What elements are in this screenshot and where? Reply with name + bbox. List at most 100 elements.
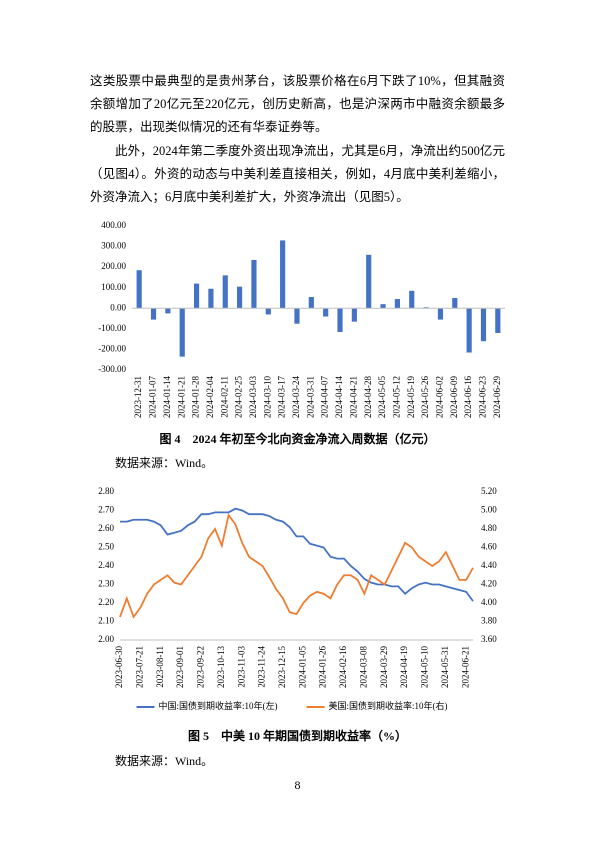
bar bbox=[366, 254, 372, 309]
bar bbox=[237, 286, 243, 309]
x-tick-label: 2024-06-21 bbox=[460, 646, 470, 688]
x-tick-label: 2024-01-05 bbox=[297, 646, 307, 688]
y-tick-label: 2.20 bbox=[98, 597, 114, 607]
y-tick-label: 2.40 bbox=[98, 560, 114, 570]
x-tick-label: 2024-02-11 bbox=[219, 376, 229, 418]
y2-tick-label: 3.60 bbox=[481, 634, 497, 644]
y2-tick-label: 3.80 bbox=[481, 616, 497, 626]
y-tick-label: -200.00 bbox=[98, 343, 126, 353]
bar bbox=[136, 270, 142, 309]
y2-tick-label: 5.00 bbox=[481, 505, 497, 515]
y2-tick-label: 4.80 bbox=[481, 523, 497, 533]
x-tick-label: 2024-01-21 bbox=[176, 376, 186, 418]
bar bbox=[208, 288, 214, 309]
x-tick-label: 2023-11-03 bbox=[236, 646, 246, 688]
bar bbox=[452, 298, 458, 309]
x-tick-label: 2024-05-05 bbox=[377, 376, 387, 418]
bar bbox=[280, 240, 286, 309]
bar bbox=[423, 307, 429, 309]
y2-tick-label: 4.00 bbox=[481, 597, 497, 607]
x-tick-label: 2024-05-12 bbox=[391, 376, 401, 418]
legend-label: 美国:国债到期收益率:10年(右) bbox=[329, 700, 448, 711]
y-tick-label: -100.00 bbox=[98, 323, 126, 333]
bar bbox=[193, 283, 200, 309]
y-tick-label: 2.50 bbox=[98, 542, 114, 552]
bar bbox=[437, 308, 444, 320]
x-tick-label: 2024-03-31 bbox=[305, 376, 315, 418]
x-tick-label: 2024-06-23 bbox=[478, 376, 488, 418]
y2-tick-label: 4.60 bbox=[481, 542, 497, 552]
x-tick-label: 2024-03-17 bbox=[277, 376, 287, 418]
x-tick-label: 2024-01-14 bbox=[162, 376, 172, 418]
x-tick-label: 2024-05-10 bbox=[420, 646, 430, 688]
bar bbox=[466, 308, 472, 353]
y2-tick-label: 4.40 bbox=[481, 560, 497, 570]
x-tick-label: 2023-07-21 bbox=[134, 646, 144, 688]
bar bbox=[222, 275, 228, 309]
y-tick-label: -300.00 bbox=[98, 364, 126, 374]
x-tick-label: 2024-01-07 bbox=[148, 376, 158, 418]
x-tick-label: 2024-04-14 bbox=[334, 376, 344, 418]
y-tick-label: 300.00 bbox=[101, 241, 126, 251]
y-tick-label: 2.30 bbox=[98, 579, 114, 589]
x-tick-label: 2024-02-16 bbox=[338, 646, 348, 688]
bar bbox=[337, 308, 343, 332]
x-tick-label: 2024-04-19 bbox=[399, 646, 409, 688]
x-tick-label: 2024-04-28 bbox=[363, 376, 373, 418]
bar bbox=[179, 308, 185, 357]
x-tick-label: 2024-05-19 bbox=[406, 376, 416, 418]
x-tick-label: 2024-06-09 bbox=[449, 376, 459, 418]
y-tick-label: 100.00 bbox=[101, 282, 126, 292]
bar bbox=[294, 308, 300, 324]
x-tick-label: 2023-10-13 bbox=[216, 646, 226, 688]
figure-caption: 图 4 2024 年初至今北向资金净流入周数据（亿元） bbox=[159, 432, 436, 446]
x-tick-label: 2023-06-30 bbox=[114, 646, 124, 688]
data-line bbox=[120, 507, 474, 602]
bar bbox=[480, 308, 487, 342]
legend-label: 中国:国债到期收益率:10年(左) bbox=[159, 700, 278, 711]
bar bbox=[251, 259, 257, 309]
x-tick-label: 2024-03-24 bbox=[291, 376, 301, 418]
y-tick-label: 2.70 bbox=[98, 505, 114, 515]
figure-caption: 图 5 中美 10 年期国债到期收益率（%） bbox=[187, 729, 407, 743]
x-tick-label: 2024-03-03 bbox=[248, 376, 258, 418]
source-note: 数据来源：Wind。 bbox=[115, 456, 214, 470]
x-tick-label: 2023-09-22 bbox=[196, 646, 206, 688]
y-tick-label: 2.80 bbox=[98, 486, 114, 496]
y-tick-label: 200.00 bbox=[101, 261, 126, 271]
x-tick-label: 2024-06-02 bbox=[435, 376, 445, 418]
paragraph: 此外，2024年第二季度外资出现净流出，尤其是6月，净流出约500亿元（见图4）… bbox=[90, 144, 505, 204]
x-tick-label: 2024-05-26 bbox=[420, 376, 430, 418]
bar bbox=[323, 308, 329, 317]
bar bbox=[380, 304, 386, 309]
y-tick-label: 2.60 bbox=[98, 523, 114, 533]
x-tick-label: 2024-06-29 bbox=[492, 376, 502, 418]
y-tick-label: 0.00 bbox=[110, 302, 126, 312]
x-tick-label: 2024-05-31 bbox=[440, 646, 450, 688]
x-tick-label: 2024-04-21 bbox=[348, 376, 358, 418]
bar bbox=[495, 308, 501, 333]
x-tick-label: 2024-03-29 bbox=[379, 646, 389, 688]
bar bbox=[351, 308, 357, 322]
x-tick-label: 2024-06-16 bbox=[463, 376, 473, 418]
bar bbox=[409, 290, 415, 309]
x-tick-label: 2023-12-31 bbox=[133, 376, 143, 418]
bar bbox=[394, 299, 400, 309]
source-note: 数据来源：Wind。 bbox=[115, 754, 214, 768]
y-tick-label: 400.00 bbox=[101, 220, 126, 230]
y2-tick-label: 4.20 bbox=[481, 579, 497, 589]
x-tick-label: 2024-04-07 bbox=[320, 376, 330, 418]
bar bbox=[150, 308, 157, 320]
y-tick-label: 2.10 bbox=[98, 616, 114, 626]
x-tick-label: 2023-09-01 bbox=[175, 646, 185, 688]
x-tick-label: 2023-11-24 bbox=[257, 646, 267, 688]
x-tick-label: 2024-02-04 bbox=[205, 376, 215, 418]
paragraph: 这类股票中最典型的是贵州茅台，该股票价格在6月下跌了10%，但其融资余额增加了2… bbox=[90, 74, 505, 134]
x-tick-label: 2024-03-10 bbox=[262, 376, 272, 418]
x-tick-label: 2024-03-08 bbox=[358, 646, 368, 688]
bar bbox=[165, 308, 171, 314]
x-tick-label: 2024-01-28 bbox=[191, 376, 201, 418]
